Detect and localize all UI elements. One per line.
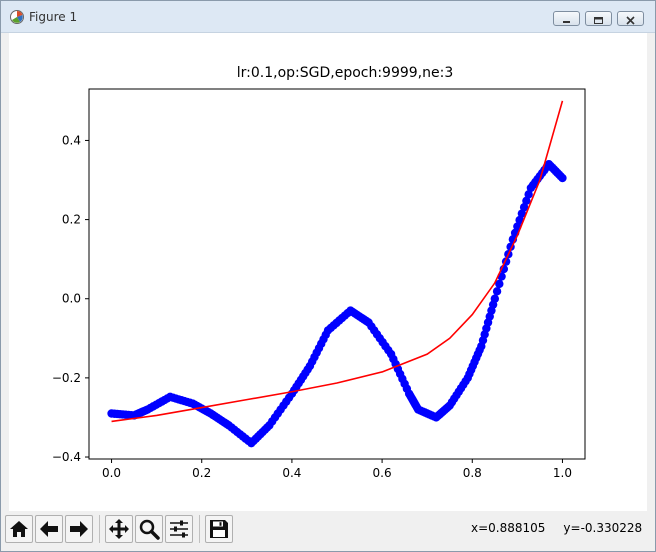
scatter-point	[492, 287, 502, 296]
zoom-button[interactable]	[135, 515, 163, 543]
navigation-toolbar: x=0.888105 y=-0.330228	[1, 511, 655, 551]
x-tick-label: 0.2	[192, 466, 211, 480]
y-tick-label: −0.2	[52, 371, 81, 385]
toolbar-separator	[199, 515, 200, 543]
scatter-series	[107, 159, 567, 448]
forward-button[interactable]	[65, 515, 93, 543]
configure-subplots-button[interactable]	[165, 515, 193, 543]
x-tick-label: 0.6	[373, 466, 392, 480]
figure-canvas[interactable]: lr:0.1,op:SGD,epoch:9999,ne:3 0.0 0.2 0.4 0…	[9, 33, 647, 511]
x-axis-ticks: 0.0 0.2 0.4 0.6 0.8 1.0	[102, 459, 572, 480]
close-button[interactable]	[617, 11, 644, 26]
scatter-point	[524, 190, 533, 199]
close-icon	[626, 16, 635, 25]
x-tick-label: 0.0	[102, 466, 121, 480]
y-tick-label: −0.4	[52, 450, 81, 464]
cursor-coordinates: x=0.888105 y=-0.330228	[471, 521, 642, 535]
plot-svg: lr:0.1,op:SGD,epoch:9999,ne:3 0.0 0.2 0.4 0…	[52, 65, 586, 480]
plot-series	[107, 100, 567, 448]
scatter-point	[495, 279, 504, 289]
scatter-point	[558, 173, 567, 183]
sliders-icon	[170, 520, 188, 538]
minimize-button[interactable]	[553, 11, 580, 26]
magnifier-icon	[139, 519, 160, 540]
pan-button[interactable]	[105, 515, 133, 543]
axes-frame	[88, 88, 586, 460]
y-tick-label: 0.0	[62, 292, 81, 306]
window-title: Figure 1	[29, 10, 78, 24]
scatter-point	[522, 196, 531, 205]
scatter-point	[515, 215, 524, 225]
save-button[interactable]	[205, 515, 233, 543]
home-button[interactable]	[5, 515, 33, 543]
y-tick-label: 0.4	[62, 133, 81, 147]
fitted-curve-line	[111, 100, 564, 423]
scatter-point	[517, 209, 527, 218]
x-tick-label: 0.8	[463, 466, 482, 480]
back-button[interactable]	[35, 515, 63, 543]
floppy-disk-icon	[210, 520, 228, 538]
cursor-x-readout: x=0.888105	[471, 521, 546, 535]
scatter-point	[519, 203, 529, 212]
toolbar-separator	[99, 515, 100, 543]
arrow-left-icon	[40, 521, 58, 537]
title-bar[interactable]: Figure 1	[1, 1, 655, 33]
chart-title: lr:0.1,op:SGD,epoch:9999,ne:3	[237, 65, 454, 81]
arrow-right-icon	[70, 521, 88, 537]
y-axis-ticks: −0.4 −0.2 0.0 0.2 0.4	[52, 133, 89, 464]
home-icon	[10, 521, 28, 537]
figure-app-icon	[10, 10, 24, 24]
y-tick-label: 0.2	[62, 213, 81, 227]
move-icon	[109, 519, 129, 539]
x-tick-label: 1.0	[553, 466, 572, 480]
maximize-button[interactable]	[585, 11, 612, 26]
x-tick-label: 0.4	[282, 466, 301, 480]
minimize-icon	[563, 21, 570, 23]
scatter-point	[490, 294, 500, 303]
maximize-icon	[594, 17, 603, 24]
cursor-y-readout: y=-0.330228	[563, 521, 643, 535]
